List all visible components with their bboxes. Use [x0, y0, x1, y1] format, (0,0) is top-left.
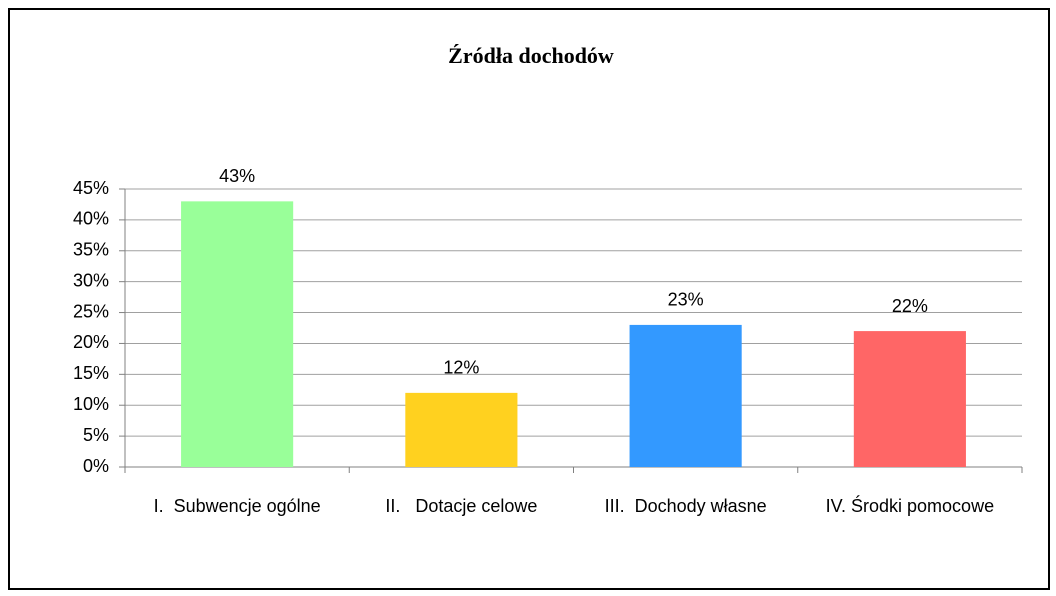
y-tick-label: 30% [73, 270, 109, 290]
x-tick-label: I. Subwencje ogólne [153, 496, 321, 516]
y-tick-label: 15% [73, 363, 109, 383]
y-tick-label: 35% [73, 240, 109, 260]
y-tick-label: 0% [83, 456, 109, 476]
y-tick-label: 45% [73, 178, 109, 198]
bar [181, 201, 294, 467]
x-tick-label: III. Dochody własne [604, 496, 767, 516]
bar [405, 392, 518, 467]
data-label: 12% [443, 358, 479, 378]
x-tick-label: IV. Środki pomocowe [825, 496, 995, 516]
chart-title: Źródła dochodów [448, 43, 614, 68]
y-tick-label: 10% [73, 394, 109, 414]
data-label: 43% [219, 166, 255, 186]
y-tick-label: 40% [73, 209, 109, 229]
y-tick-label: 20% [73, 332, 109, 352]
y-tick-label: 25% [73, 301, 109, 321]
data-label: 22% [892, 296, 928, 316]
bar [629, 324, 742, 467]
data-label: 23% [668, 290, 704, 310]
y-tick-label: 5% [83, 425, 109, 445]
x-tick-label: II. Dotacje celowe [385, 496, 538, 516]
bar [853, 331, 966, 467]
